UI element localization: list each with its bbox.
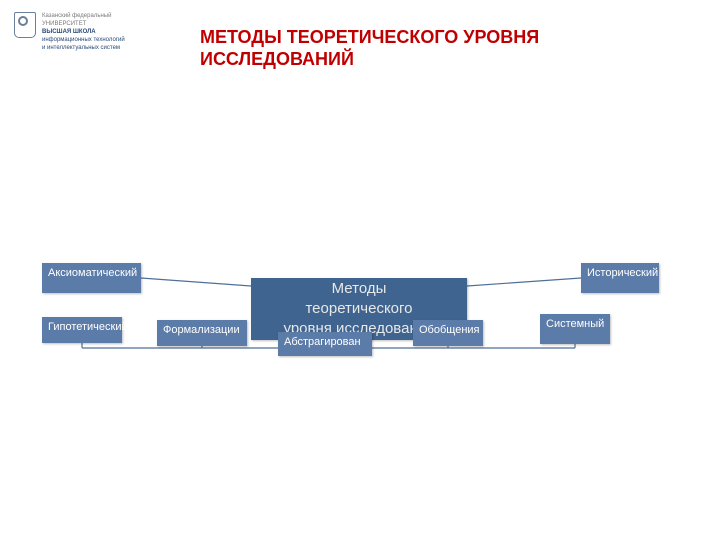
node-label: Аксиоматический: [48, 267, 137, 279]
diagram-node-historical: Исторический: [581, 263, 659, 293]
logo-line: УНИВЕРСИТЕТ: [42, 20, 125, 28]
diagram-node-hypothetic: Гипотетический: [42, 317, 122, 343]
node-label: Формализации: [163, 324, 240, 336]
diagram-node-system: Системный: [540, 314, 610, 344]
node-label: Исторический: [587, 267, 658, 279]
node-label: Гипотетический: [48, 321, 128, 333]
university-logo: Казанский федеральный УНИВЕРСИТЕТ ВЫСШАЯ…: [14, 12, 125, 52]
page-title: МЕТОДЫ ТЕОРЕТИЧЕСКОГО УРОВНЯ ИССЛЕДОВАНИ…: [200, 26, 600, 70]
node-label: Системный: [546, 318, 604, 330]
diagram-node-general: Обобщения: [413, 320, 483, 346]
diagram-node-axiomatic: Аксиоматический: [42, 263, 141, 293]
shield-icon: [14, 12, 36, 38]
logo-text: Казанский федеральный УНИВЕРСИТЕТ ВЫСШАЯ…: [42, 12, 125, 52]
logo-line: ВЫСШАЯ ШКОЛА: [42, 28, 125, 36]
logo-line: Казанский федеральный: [42, 12, 125, 20]
logo-line: и интеллектуальных систем: [42, 44, 125, 52]
node-label: Абстрагирован: [284, 336, 361, 348]
diagram-node-abstr: Абстрагирован: [278, 332, 372, 356]
node-label: Обобщения: [419, 324, 480, 336]
root-line: теоретического: [305, 299, 412, 319]
diagram-node-formaliz: Формализации: [157, 320, 247, 346]
logo-line: информационных технологий: [42, 36, 125, 44]
root-line: Методы: [332, 279, 387, 299]
